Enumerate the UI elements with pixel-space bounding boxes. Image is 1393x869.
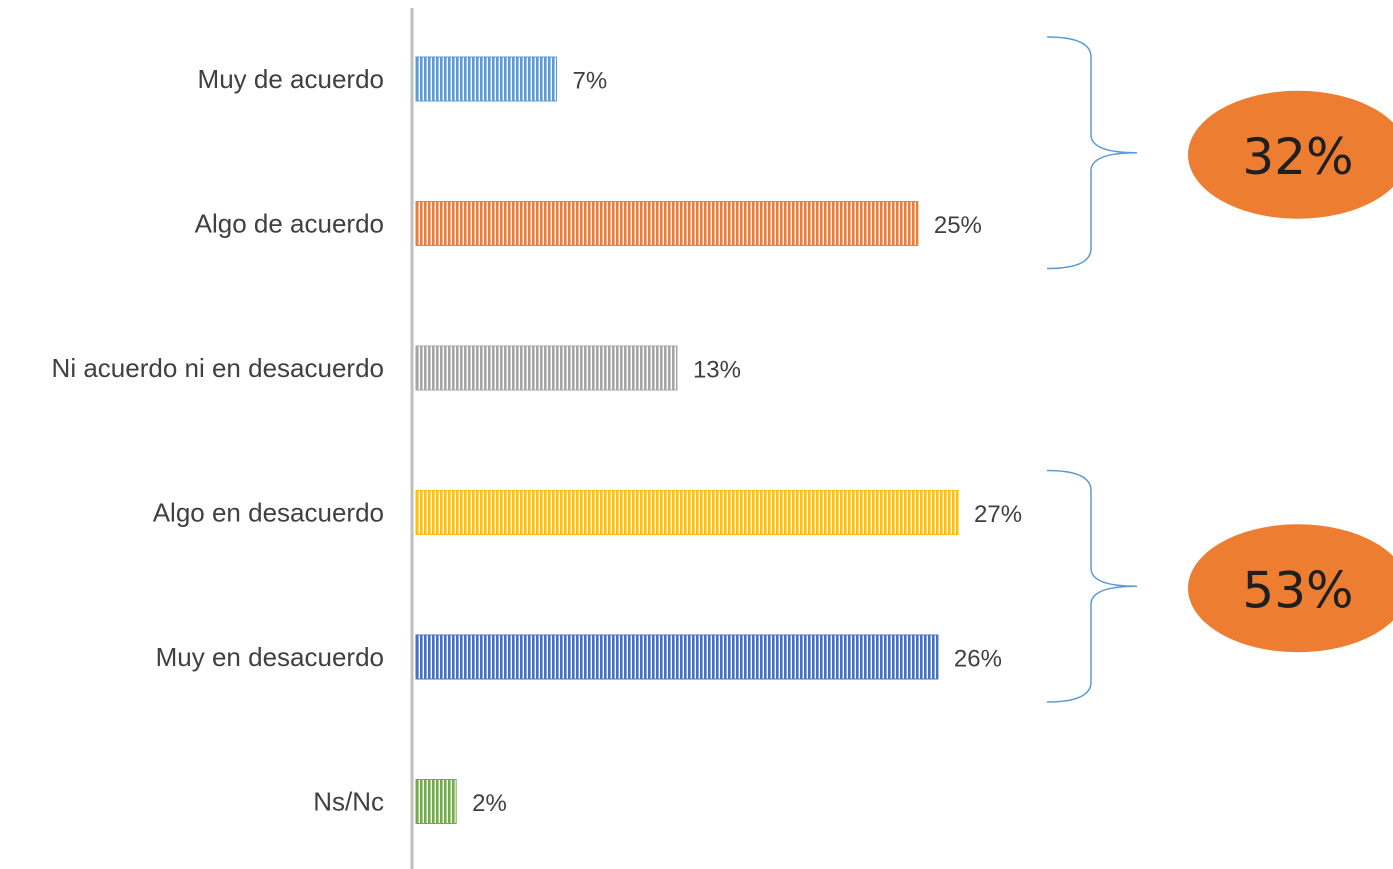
group-total-ellipse-2 [1188,524,1393,653]
value-label-muy-de-acuerdo: 7% [573,68,608,95]
group-total-label-1: 32% [1242,128,1353,186]
group-bracket-2 [1046,469,1138,703]
group-total-ellipse-1 [1188,90,1393,219]
value-label-algo-de-acuerdo: 25% [934,212,982,239]
category-label-ni-acuerdo-ni-en-desacuerdo: Ni acuerdo ni en desacuerdo [52,353,384,383]
category-label-algo-de-acuerdo: Algo de acuerdo [195,209,384,239]
value-label-ns-nc: 2% [472,790,507,817]
bar-ns-nc [415,779,457,824]
bar-algo-en-desacuerdo [415,490,959,535]
category-label-muy-en-desacuerdo: Muy en desacuerdo [156,642,384,672]
category-label-ns-nc: Ns/Nc [313,787,384,817]
bar-ni-acuerdo-ni-en-desacuerdo [415,345,678,391]
bar-muy-en-desacuerdo [415,634,939,680]
value-label-ni-acuerdo-ni-en-desacuerdo: 13% [693,357,741,384]
value-label-muy-en-desacuerdo: 26% [954,646,1002,673]
category-label-muy-de-acuerdo: Muy de acuerdo [198,64,384,94]
bar-muy-de-acuerdo [415,56,558,102]
value-label-algo-en-desacuerdo: 27% [974,501,1022,528]
bar-algo-de-acuerdo [415,201,919,246]
group-bracket-1 [1046,36,1138,270]
group-total-label-2: 53% [1242,561,1353,619]
category-label-algo-en-desacuerdo: Algo en desacuerdo [153,498,384,528]
